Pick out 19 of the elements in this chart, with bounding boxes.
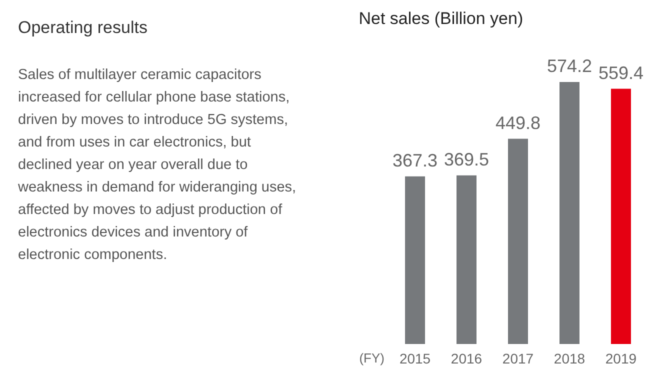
x-tick-label: 2018: [554, 350, 586, 366]
x-tick-label: 2017: [502, 350, 534, 366]
data-label: 559.4: [598, 62, 644, 83]
bar: [456, 175, 477, 344]
bar: [559, 82, 580, 344]
bar: [610, 88, 631, 344]
bar: [508, 138, 528, 344]
x-tick-label: 2019: [605, 350, 637, 366]
x-tick-label: 2015: [399, 350, 431, 366]
text: Sales of multilayer ceramic capacitors increased for cellular phone base stations, driven by moves to introduce 5G systems, and from uses in car electronics, but declined year on year overall due to weakness in demand for wideranging uses, affected by moves to adjust production of electronics devices and inventory of electronic components.: [18, 67, 296, 263]
text: Operating results: [18, 18, 148, 37]
x-tick-label: 2016: [450, 350, 482, 366]
data-label: 574.2: [546, 56, 592, 76]
chart-title: Net sales (Billion yen): [358, 9, 524, 28]
data-label: 367.3: [392, 150, 438, 170]
data-label: 369.5: [444, 149, 490, 170]
data-label: 449.8: [495, 112, 541, 133]
x-axis-title: (FY): [359, 350, 384, 366]
bar: [405, 176, 426, 344]
